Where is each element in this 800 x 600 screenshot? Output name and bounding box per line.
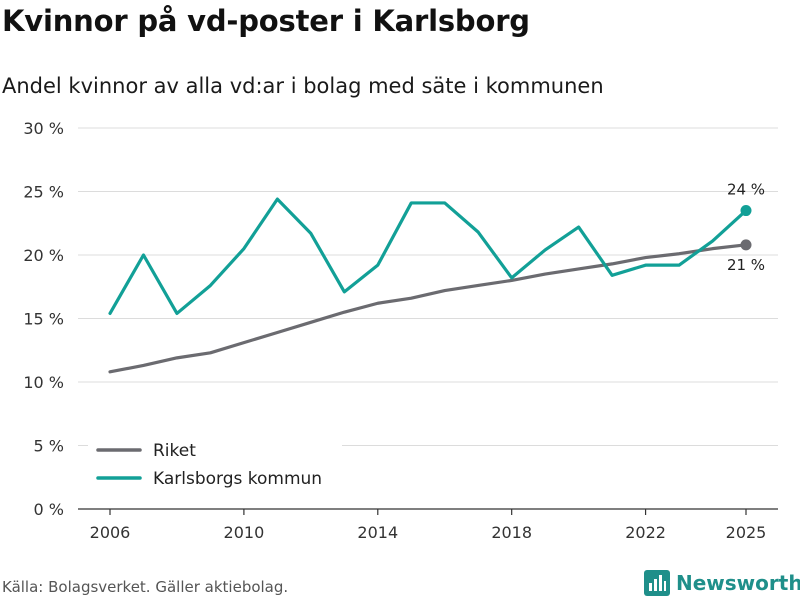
- brand-logo[interactable]: Newsworthy: [644, 568, 800, 598]
- end-label-karlsborg: 24 %: [727, 181, 765, 199]
- x-tick-label: 2018: [491, 523, 532, 542]
- chart-title: Kvinnor på vd-poster i Karlsborg: [2, 4, 530, 38]
- y-tick-label: 0 %: [34, 500, 64, 519]
- y-tick-label: 25 %: [23, 183, 64, 202]
- end-label-riket: 21 %: [727, 256, 765, 274]
- end-point-karlsborg: [740, 205, 752, 217]
- x-tick-label: 2022: [625, 523, 666, 542]
- y-tick-label: 5 %: [34, 437, 64, 456]
- legend-label-riket: Riket: [153, 441, 196, 461]
- y-tick-label: 15 %: [23, 310, 64, 329]
- x-tick-label: 2014: [357, 523, 398, 542]
- series-line-riket: [108, 243, 748, 374]
- x-tick-label: 2025: [726, 523, 767, 542]
- legend-background: [88, 434, 342, 496]
- newsworthy-icon: [644, 570, 670, 596]
- x-tick-label: 2010: [224, 523, 265, 542]
- end-point-riket: [740, 239, 752, 251]
- chart-subtitle: Andel kvinnor av alla vd:ar i bolag med …: [2, 74, 604, 98]
- source-note: Källa: Bolagsverket. Gäller aktiebolag.: [2, 578, 289, 596]
- series-line-karlsborg: [108, 197, 748, 316]
- line-chart: 0 % 5 % 10 % 15 % 20 % 25 % 30 % 2006 2010 2014 20…: [23, 119, 778, 542]
- y-tick-label: 10 %: [23, 373, 64, 392]
- y-tick-label: 20 %: [23, 246, 64, 265]
- legend-label-karlsborg: Karlsborgs kommun: [153, 469, 322, 489]
- x-tick-label: 2006: [90, 523, 131, 542]
- y-tick-label: 30 %: [23, 119, 64, 138]
- brand-name: Newsworthy: [676, 571, 800, 595]
